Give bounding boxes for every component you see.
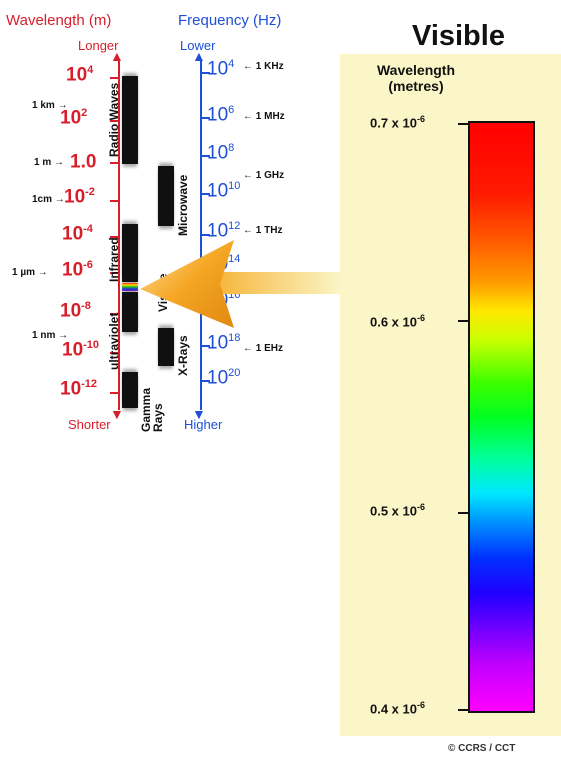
visible-spectrum-bar [468,121,535,713]
frequency-tick-label: 104 [207,58,235,80]
visible-scale-tick [458,123,468,125]
frequency-marker: ← 1 EHz [243,343,284,354]
frequency-tick-label: 1018 [207,332,241,354]
ultraviolet-band [122,292,138,332]
infrared-label: Infrared [107,237,121,282]
infrared-band [122,224,138,282]
wavelength-tick-label: 10-2 [64,186,95,208]
wavelength-tick-label: 10-8 [60,300,91,322]
wavelength-tick-label: 10-12 [60,378,98,400]
wavelength-tick [110,392,119,394]
radio-waves-band [122,76,138,164]
frequency-marker: ← 1 MHz [243,111,285,122]
frequency-tick-label: 108 [207,142,235,164]
wavelength-tick [110,77,119,79]
wavelength-axis-title: Wavelength (m) [6,12,112,29]
wavelength-marker: 1cm → [32,194,65,205]
wavelength-axis-arrow-up: ▲ [110,48,124,64]
frequency-marker: ← 1 THz [243,225,283,236]
frequency-tick-label: 1010 [207,180,241,202]
visible-scale-label: 0.4 x 10-6 [370,700,426,717]
visible-panel-title: Visible [412,20,505,52]
frequency-tick [201,234,210,236]
frequency-tick [201,380,210,382]
frequency-tick [201,345,210,347]
ultraviolet-label: ultraviolet [107,312,121,370]
microwave-label: Microwave [176,174,190,236]
wavelength-tick-label: 10-4 [62,223,93,245]
lower-label: Lower [180,38,216,53]
wavelength-marker: 1 m → [34,157,65,168]
frequency-axis-arrow-up: ▲ [192,48,206,64]
x-rays-band [158,328,174,366]
wavelength-tick [110,352,119,354]
gamma-rays-band [122,372,138,408]
visible-scale-label: 0.7 x 10-6 [370,114,426,131]
wavelength-tick [110,272,119,274]
copyright-text: © CCRS / CCT [448,743,516,754]
shorter-label: Shorter [68,417,111,432]
wavelength-axis-line [118,60,120,410]
wavelength-marker: 1 nm → [32,330,69,341]
wavelength-tick-label: 102 [60,107,88,129]
wavelength-axis-arrow-down: ▼ [110,406,124,422]
visible-scale-label: 0.6 x 10-6 [370,313,426,330]
frequency-tick [201,117,210,119]
frequency-axis-arrow-down: ▼ [192,406,206,422]
pointer-arrow-icon [140,240,342,328]
frequency-marker: ← 1 GHz [243,170,285,181]
gamma-rays-label: Gamma Rays [139,387,165,432]
wavelength-tick [110,120,119,122]
wavelength-tick [110,313,119,315]
wavelength-tick [110,236,119,238]
wavelength-tick-label: 104 [66,64,94,86]
visible-scale-tick [458,512,468,514]
frequency-tick-label: 1020 [207,367,241,389]
frequency-marker: ← 1 KHz [243,61,284,72]
visible-scale-label: 0.5 x 10-6 [370,502,426,519]
frequency-tick-label: 106 [207,104,235,126]
higher-label: Higher [184,417,223,432]
longer-label: Longer [78,38,119,53]
frequency-tick [201,72,210,74]
visible-scale-header: Wavelength (metres) [376,62,456,94]
frequency-tick [201,193,210,195]
visible-scale-tick [458,320,468,322]
wavelength-tick-label: 10-10 [62,339,100,361]
frequency-tick-label: 1012 [207,220,241,242]
wavelength-marker: 1 µm → [12,267,48,278]
wavelength-tick [110,162,119,164]
frequency-tick [201,155,210,157]
frequency-axis-title: Frequency (Hz) [178,12,282,29]
radio-waves-label: Radio Waves [107,82,121,158]
wavelength-marker: 1 km → [32,100,68,111]
visible-band [122,283,138,291]
visible-scale-tick [458,709,468,711]
wavelength-tick [110,200,119,202]
x-rays-label: X-Rays [176,335,190,376]
microwave-band [158,166,174,226]
wavelength-tick-label: 1.0 [70,151,97,173]
wavelength-tick-label: 10-6 [62,259,93,281]
